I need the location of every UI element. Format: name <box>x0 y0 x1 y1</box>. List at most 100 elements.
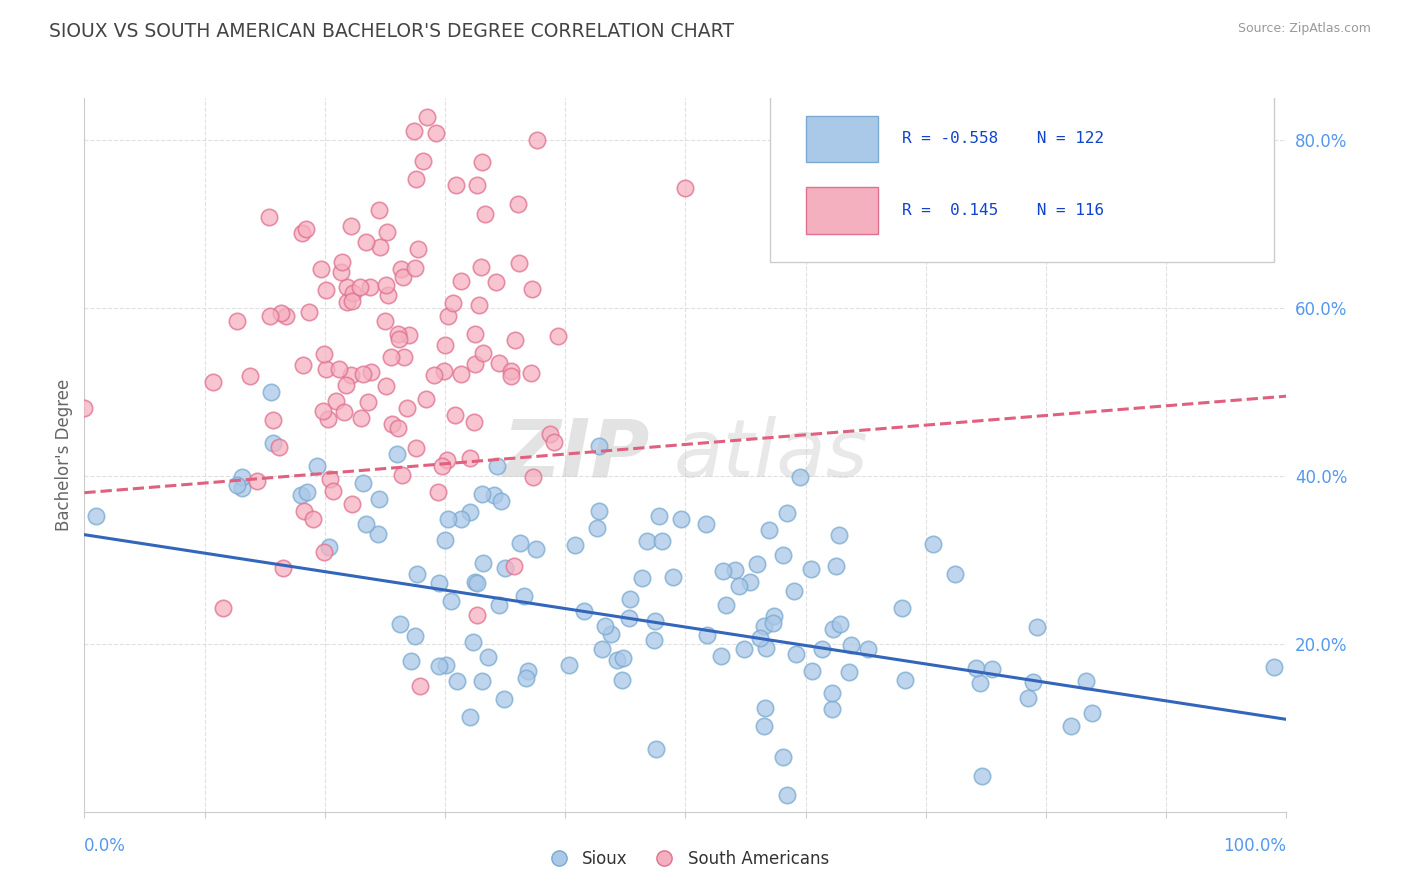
Point <box>367 492 389 507</box>
Point <box>823 622 845 636</box>
Point <box>471 556 494 570</box>
Point <box>839 638 862 652</box>
Point <box>297 484 319 499</box>
Point <box>322 483 344 498</box>
Point <box>238 369 260 384</box>
Point <box>524 542 547 557</box>
Point <box>328 361 350 376</box>
Point <box>1022 674 1045 689</box>
Point <box>387 421 409 435</box>
Point <box>329 265 352 279</box>
Point <box>631 571 654 585</box>
Point <box>606 652 628 666</box>
Point <box>922 536 945 550</box>
Point <box>307 458 329 473</box>
Point <box>761 616 783 631</box>
Point <box>352 368 374 382</box>
Point <box>776 788 799 802</box>
Point <box>752 719 775 733</box>
Point <box>292 504 315 518</box>
Point <box>298 305 321 319</box>
Point <box>477 649 499 664</box>
Point <box>724 563 747 577</box>
Point <box>1026 620 1049 634</box>
Point <box>340 497 363 511</box>
Point <box>1076 673 1098 688</box>
Point <box>367 202 389 217</box>
Point <box>520 366 543 380</box>
Point <box>564 537 586 551</box>
Point <box>315 361 337 376</box>
Point <box>311 261 333 276</box>
Point <box>894 673 917 688</box>
Point <box>434 338 457 352</box>
Point <box>965 661 987 675</box>
Point <box>352 475 374 490</box>
Point <box>588 439 610 453</box>
Point <box>415 110 437 124</box>
Point <box>745 558 768 572</box>
Point <box>318 540 340 554</box>
Point <box>547 329 569 343</box>
Point <box>586 520 609 534</box>
Point <box>543 435 565 450</box>
Point <box>290 488 312 502</box>
Point <box>395 401 418 416</box>
Point <box>437 512 460 526</box>
Point <box>800 664 823 678</box>
Point <box>427 485 450 500</box>
Point <box>374 379 396 393</box>
Point <box>359 279 381 293</box>
Point <box>312 347 335 361</box>
Point <box>423 368 446 382</box>
Point <box>465 178 488 192</box>
Point <box>340 368 363 382</box>
Point <box>464 358 486 372</box>
Point <box>1080 706 1102 720</box>
Point <box>648 508 671 523</box>
Point <box>357 394 380 409</box>
Point <box>391 467 413 482</box>
Legend: Sioux, South Americans: Sioux, South Americans <box>536 844 835 875</box>
Point <box>450 274 472 288</box>
Point <box>1263 659 1285 673</box>
Point <box>661 570 683 584</box>
Point <box>381 417 404 431</box>
Point <box>405 171 427 186</box>
Point <box>350 410 373 425</box>
Point <box>262 413 284 427</box>
Point <box>401 654 423 668</box>
Point <box>340 294 363 309</box>
Point <box>354 516 377 531</box>
Point <box>772 749 794 764</box>
Point <box>619 592 641 607</box>
Text: R =  0.145    N = 116: R = 0.145 N = 116 <box>901 202 1104 218</box>
Point <box>340 219 363 233</box>
Point <box>333 405 356 419</box>
Point <box>513 589 536 603</box>
Point <box>488 356 510 370</box>
Point <box>360 364 382 378</box>
Point <box>276 309 298 323</box>
Point <box>482 488 505 502</box>
Point <box>600 626 623 640</box>
Point <box>969 675 991 690</box>
Point <box>574 604 596 618</box>
Point <box>336 279 359 293</box>
Point <box>1060 719 1083 733</box>
Point <box>409 679 432 693</box>
Point <box>292 359 315 373</box>
Point <box>387 326 409 341</box>
Point <box>981 662 1004 676</box>
Point <box>294 221 316 235</box>
Point <box>436 309 458 323</box>
Point <box>375 225 398 239</box>
FancyBboxPatch shape <box>769 95 1274 262</box>
Point <box>738 575 761 590</box>
Point <box>758 523 780 537</box>
Point <box>610 673 633 687</box>
Point <box>644 614 666 628</box>
Point <box>315 283 337 297</box>
Point <box>290 227 312 241</box>
Point <box>785 648 807 662</box>
